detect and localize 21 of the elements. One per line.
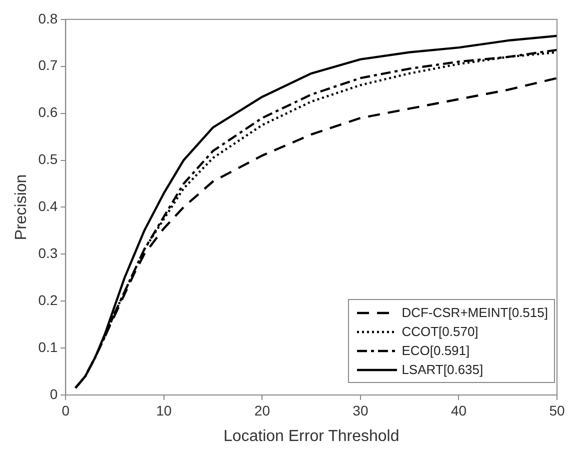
y-axis-title: Precision <box>13 174 30 240</box>
x-tick-label: 0 <box>62 402 70 418</box>
y-tick-label: 0.4 <box>38 198 58 214</box>
y-tick-label: 0.2 <box>38 292 58 308</box>
legend-label: DCF-CSR+MEINT[0.515] <box>402 305 548 320</box>
x-axis-title: Location Error Threshold <box>223 428 400 445</box>
x-tick-label: 40 <box>450 402 467 418</box>
y-tick-label: 0.6 <box>38 104 58 120</box>
x-tick-label: 50 <box>549 402 565 418</box>
y-tick-label: 0.5 <box>38 151 58 168</box>
y-tick-label: 0 <box>50 386 58 402</box>
y-tick-label: 0.7 <box>38 57 58 74</box>
legend-label: ECO[0.591] <box>402 343 470 358</box>
x-tick-label: 20 <box>254 402 270 418</box>
x-tick-label: 10 <box>156 402 172 418</box>
y-tick-label: 0.3 <box>38 245 58 262</box>
y-tick-label: 0.1 <box>38 338 58 355</box>
legend-label: LSART[0.635] <box>402 362 484 377</box>
x-tick-label: 30 <box>352 402 368 418</box>
legend-label: CCOT[0.570] <box>402 324 478 339</box>
y-tick-label: 0.8 <box>38 10 58 26</box>
